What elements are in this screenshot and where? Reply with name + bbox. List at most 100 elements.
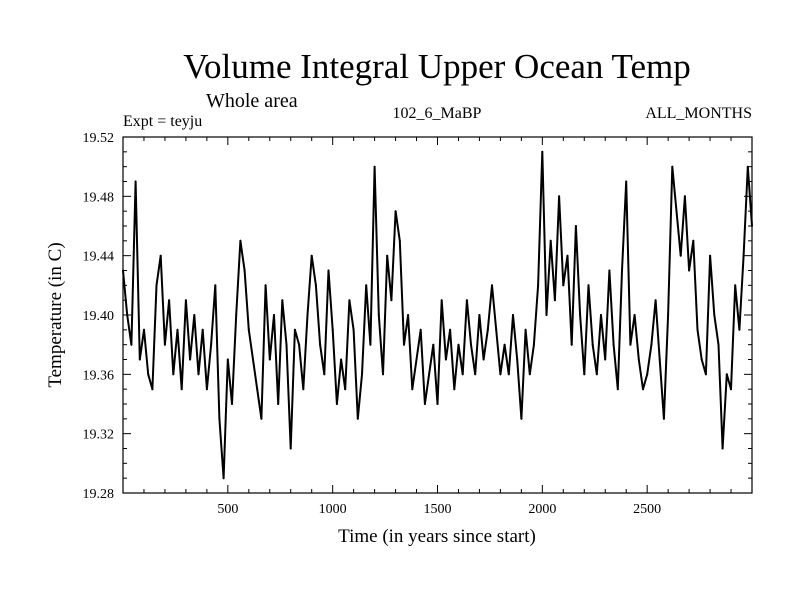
data-point xyxy=(348,299,351,302)
data-point xyxy=(738,328,741,331)
data-point xyxy=(725,373,728,376)
y-tick-label: 19.36 xyxy=(83,368,115,383)
data-point xyxy=(713,314,716,316)
data-point xyxy=(637,358,640,361)
data-point xyxy=(700,358,703,361)
data-point xyxy=(461,373,464,376)
data-point xyxy=(210,343,213,346)
data-point xyxy=(520,417,523,420)
data-point xyxy=(734,284,737,287)
x-tick-label: 500 xyxy=(217,502,238,517)
data-point xyxy=(327,269,330,272)
data-point xyxy=(491,284,493,287)
data-point xyxy=(549,239,552,242)
data-point xyxy=(541,150,544,153)
plot-frame xyxy=(122,136,753,494)
data-point xyxy=(365,284,368,287)
data-point xyxy=(679,254,682,257)
data-point xyxy=(625,180,628,183)
data-point xyxy=(704,373,707,376)
data-point xyxy=(671,165,674,168)
data-point xyxy=(319,343,322,346)
data-point xyxy=(314,284,317,287)
y-tick-label: 19.52 xyxy=(83,131,115,146)
data-point xyxy=(683,195,686,198)
data-point xyxy=(532,343,535,346)
data-point xyxy=(470,343,472,346)
data-point xyxy=(499,373,502,376)
data-point xyxy=(432,343,435,346)
data-point xyxy=(688,269,691,272)
chart-subtitle: Whole area xyxy=(206,90,298,112)
data-point xyxy=(377,314,380,316)
data-point xyxy=(570,343,573,346)
data-point xyxy=(574,225,577,227)
data-point xyxy=(382,373,384,376)
series-line xyxy=(122,150,753,480)
data-point xyxy=(386,254,389,257)
data-point xyxy=(512,314,514,316)
data-point xyxy=(595,373,598,376)
data-point xyxy=(486,328,489,331)
data-point xyxy=(650,343,653,346)
data-point xyxy=(390,299,393,302)
data-point xyxy=(415,358,418,361)
data-point xyxy=(310,254,313,257)
experiment-label: Expt = teyju xyxy=(123,113,202,130)
data-point xyxy=(692,239,695,242)
data-point xyxy=(717,343,720,346)
data-point xyxy=(675,210,678,213)
data-point xyxy=(662,417,665,420)
data-point xyxy=(340,358,343,361)
data-point xyxy=(151,388,154,391)
data-point xyxy=(562,284,565,287)
data-point xyxy=(180,388,183,391)
y-tick-label: 19.40 xyxy=(83,309,115,324)
data-point xyxy=(591,343,594,346)
data-point xyxy=(621,269,623,272)
x-tick-label: 2000 xyxy=(528,502,556,517)
data-point xyxy=(218,417,221,420)
data-point xyxy=(281,299,284,302)
data-point xyxy=(239,239,242,242)
data-point xyxy=(730,388,732,391)
plot-area xyxy=(122,150,753,480)
data-point xyxy=(298,343,301,346)
y-tick-label: 19.32 xyxy=(83,428,115,443)
data-point xyxy=(369,343,372,346)
data-point xyxy=(419,328,422,331)
data-point xyxy=(642,388,644,391)
data-point xyxy=(373,165,376,168)
data-point xyxy=(558,195,561,198)
data-point xyxy=(616,388,619,391)
data-point xyxy=(721,447,724,450)
data-point xyxy=(411,388,414,391)
data-point xyxy=(256,388,259,391)
data-point xyxy=(264,284,267,287)
data-point xyxy=(709,254,712,257)
x-tick-label: 2500 xyxy=(633,502,661,517)
data-point xyxy=(696,328,699,331)
x-tick-label: 1500 xyxy=(424,502,452,517)
y-tick-label: 19.44 xyxy=(83,250,115,265)
data-point xyxy=(235,314,238,316)
data-point xyxy=(516,358,519,361)
data-point xyxy=(478,314,481,316)
data-point xyxy=(243,269,246,272)
data-point xyxy=(587,284,590,287)
data-point xyxy=(222,477,225,480)
data-point xyxy=(667,314,670,316)
chart-title: Volume Integral Upper Ocean Temp xyxy=(183,47,690,86)
data-point xyxy=(293,328,296,331)
data-point xyxy=(163,343,166,346)
data-point xyxy=(612,343,615,346)
data-point xyxy=(323,373,326,376)
data-point xyxy=(134,180,137,183)
data-point xyxy=(352,328,355,331)
data-point xyxy=(436,403,439,405)
y-axis-label: Temperature (in C) xyxy=(45,242,66,387)
data-point xyxy=(608,269,611,272)
data-point xyxy=(306,314,309,316)
data-point xyxy=(394,210,397,213)
